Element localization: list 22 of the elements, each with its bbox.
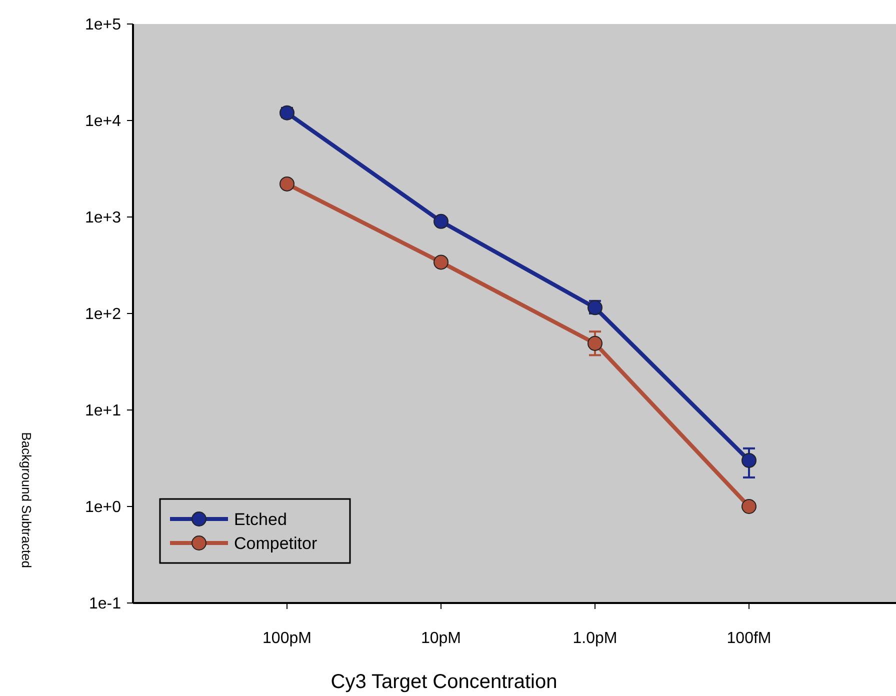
y-tick-label: 1e+2 [84,306,122,324]
point [434,214,448,229]
x-tick-label: 100pM [262,630,312,647]
y-tick-label: 1e+4 [84,113,122,130]
legend-label: Competitor [234,534,318,553]
x-tick-label: 1.0pM [572,630,618,647]
y-tick-label: 1e+0 [84,499,122,516]
point [588,336,602,351]
y-tick-label: 1e-1 [88,596,122,613]
y-tick-label: 1e+5 [84,16,122,34]
y-tick-label: 1e+1 [84,402,122,420]
point [280,176,294,192]
point [742,452,756,468]
legend-label: Etched [234,510,287,529]
x-tick-label: 100fM [726,630,772,647]
x-axis-title: Cy3 Target Concentration [330,671,558,693]
point [742,499,756,514]
y-axis-title: Background Subtracted [19,432,34,568]
y-tick-label: 1e+3 [84,210,122,227]
point [280,105,294,120]
point [434,254,448,270]
x-tick-label: 10pM [420,630,462,647]
